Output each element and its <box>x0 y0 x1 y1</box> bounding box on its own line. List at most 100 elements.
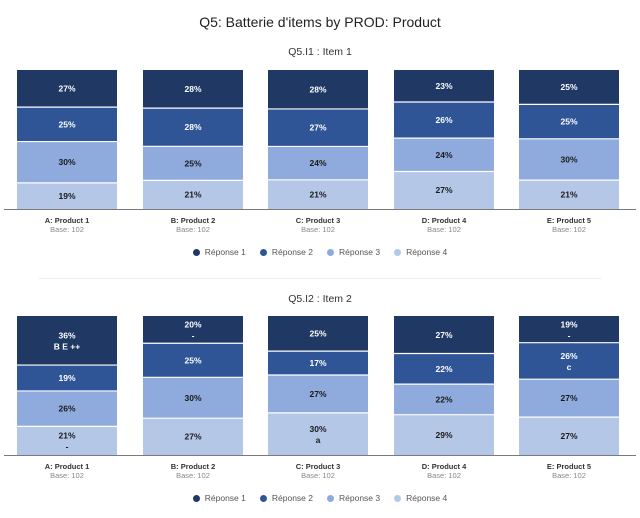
legend-marker-icon <box>192 248 200 256</box>
bar-segment-2 <box>17 107 117 142</box>
legend-item[interactable]: Réponse 4 <box>394 247 447 257</box>
bar-segment-4 <box>268 179 368 209</box>
base-label: Base: 102 <box>552 471 586 480</box>
significance-label: c <box>567 362 572 372</box>
bar-segment-3 <box>17 390 117 427</box>
data-label: 22% <box>435 394 452 404</box>
legend-item[interactable]: Réponse 2 <box>259 493 313 503</box>
data-label: 20% <box>184 320 201 330</box>
data-label: 28% <box>309 84 326 94</box>
chart-2-legend: Réponse 1 Réponse 2 Réponse 3 Réponse 4 <box>0 493 640 503</box>
bar-segment-4 <box>394 171 494 209</box>
data-label: 27% <box>560 431 577 441</box>
bar-segment-3 <box>394 138 494 172</box>
category-label: B: Product 2 <box>171 216 216 225</box>
data-label: 26% <box>58 404 75 414</box>
data-label: 25% <box>184 355 201 365</box>
significance-label: - <box>66 442 69 452</box>
category-label: D: Product 4 <box>422 216 467 225</box>
data-label: 19% <box>58 191 75 201</box>
base-label: Base: 102 <box>427 471 461 480</box>
data-label: 19% <box>560 319 577 329</box>
data-label: 30% <box>58 157 75 167</box>
data-label: 25% <box>560 117 577 127</box>
legend-label: Réponse 3 <box>339 247 381 257</box>
data-label: 24% <box>309 158 326 168</box>
legend-marker-icon <box>259 494 267 502</box>
legend-marker-icon <box>192 494 200 502</box>
legend-item[interactable]: Réponse 2 <box>259 247 313 257</box>
data-label: 19% <box>58 373 75 383</box>
legend-marker-icon <box>327 494 334 502</box>
bar-segment-1 <box>17 316 117 366</box>
legend-item[interactable]: Réponse 1 <box>192 247 246 257</box>
page-title: Q5: Batterie d'items by PROD: Product <box>199 14 441 30</box>
data-label: 23% <box>435 81 452 91</box>
bar-segment-4 <box>519 417 619 455</box>
data-label: 27% <box>184 432 201 442</box>
bar-segment-4 <box>519 180 619 209</box>
data-label: 28% <box>184 122 201 132</box>
bar-segment-1 <box>394 70 494 102</box>
data-label: 26% <box>560 351 577 361</box>
base-label: Base: 102 <box>301 225 335 234</box>
data-label: 30% <box>560 154 577 164</box>
significance-label: B E ++ <box>54 342 80 352</box>
base-label: Base: 102 <box>50 471 84 480</box>
bar-segment-2 <box>268 351 368 375</box>
data-label: 21% <box>309 189 326 199</box>
data-label: 28% <box>184 84 201 94</box>
bar-segment-3 <box>143 146 243 181</box>
bar-segment-4 <box>143 180 243 209</box>
data-label: 21% <box>58 431 75 441</box>
legend-item[interactable]: Réponse 3 <box>327 493 380 503</box>
category-label: A: Product 1 <box>45 462 90 471</box>
bar-segment-4 <box>268 412 368 455</box>
legend-marker-icon <box>394 494 402 502</box>
data-label: 27% <box>435 185 452 195</box>
category-label: D: Product 4 <box>422 462 467 471</box>
legend-label: Réponse 3 <box>339 493 381 503</box>
base-label: Base: 102 <box>176 471 210 480</box>
data-label: 30% <box>309 424 326 434</box>
category-label: C: Product 3 <box>296 462 341 471</box>
bar-segment-2 <box>394 353 494 385</box>
legend-item[interactable]: Réponse 3 <box>327 247 380 257</box>
legend-marker-icon <box>259 248 267 256</box>
legend-marker-icon <box>394 248 402 256</box>
data-label: 25% <box>58 119 75 129</box>
data-label: 27% <box>309 389 326 399</box>
chart-1-legend: Réponse 1 Réponse 2 Réponse 3 Réponse 4 <box>0 247 640 257</box>
bar-segment-2 <box>519 104 619 139</box>
bar-segment-4 <box>143 418 243 455</box>
legend-marker-icon <box>327 248 334 256</box>
legend-label: Réponse 2 <box>271 493 313 503</box>
legend-label: Réponse 4 <box>406 493 448 503</box>
bar-segment-2 <box>143 108 243 147</box>
bar-segment-2 <box>17 365 117 391</box>
data-label: 27% <box>560 393 577 403</box>
bar-segment-2 <box>143 343 243 378</box>
base-label: Base: 102 <box>50 225 84 234</box>
bar-segment-2 <box>519 342 619 380</box>
base-label: Base: 102 <box>176 225 210 234</box>
data-label: 27% <box>435 330 452 340</box>
data-label: 26% <box>435 115 452 125</box>
section-divider <box>38 278 602 279</box>
base-label: Base: 102 <box>552 225 586 234</box>
legend-label: Réponse 2 <box>271 247 313 257</box>
chart-1-title: Q5.I1 : Item 1 <box>288 46 352 58</box>
bar-segment-3 <box>268 374 368 413</box>
data-label: 36% <box>58 331 75 341</box>
data-label: 27% <box>309 123 326 133</box>
legend-item[interactable]: Réponse 1 <box>192 493 246 503</box>
data-label: 21% <box>184 190 201 200</box>
legend-item[interactable]: Réponse 4 <box>394 493 447 503</box>
significance-label: - <box>192 331 195 341</box>
data-label: 24% <box>435 150 452 160</box>
legend-label: Réponse 1 <box>204 493 246 503</box>
data-label: 27% <box>58 84 75 94</box>
bar-segment-1 <box>268 70 368 109</box>
base-label: Base: 102 <box>301 471 335 480</box>
